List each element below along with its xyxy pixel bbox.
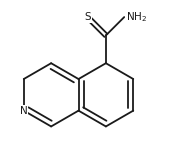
Text: NH$_2$: NH$_2$: [126, 10, 147, 24]
Text: S: S: [84, 12, 91, 22]
Text: N: N: [20, 106, 28, 116]
